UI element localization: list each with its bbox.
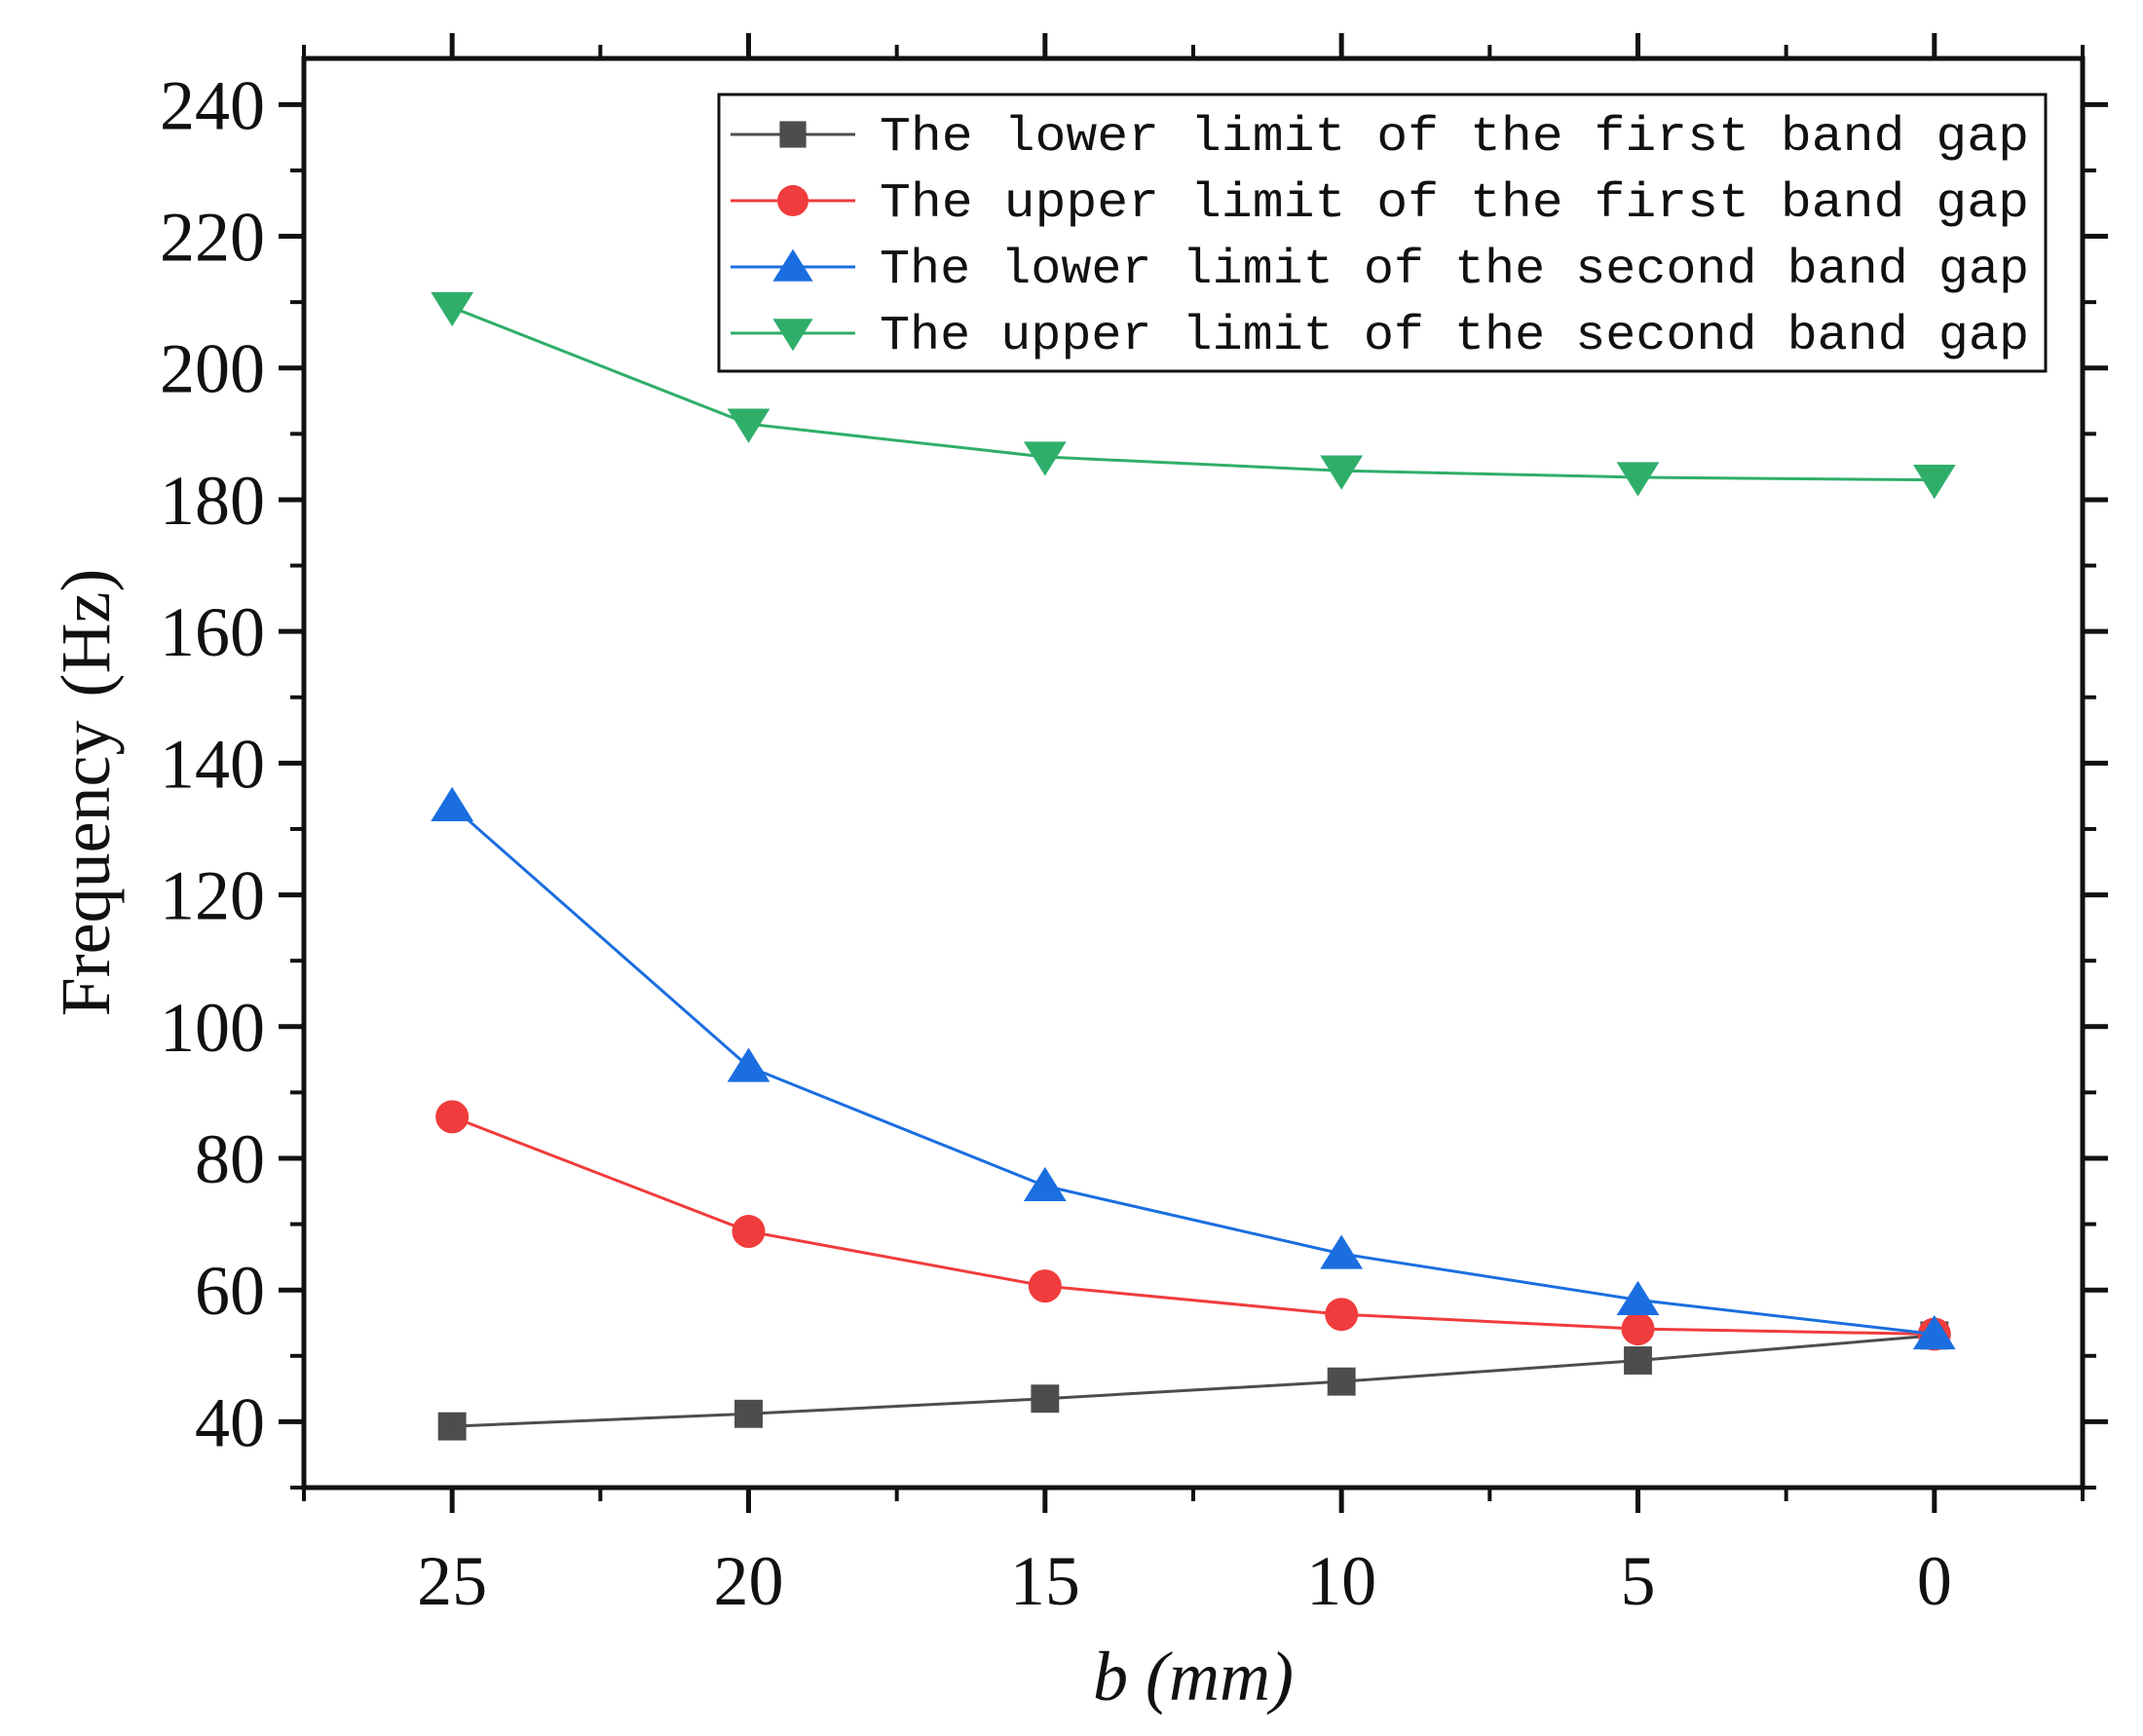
data-point [1327, 1367, 1356, 1396]
series-4 [431, 291, 1956, 500]
y-tick-label: 200 [160, 330, 265, 408]
series-layer [431, 291, 1956, 1441]
legend-item: The lower limit of the second band gap [731, 243, 2029, 298]
data-point [727, 1047, 771, 1082]
data-point [431, 786, 474, 821]
x-tick-label: 15 [1010, 1542, 1080, 1620]
data-point [1028, 1269, 1062, 1303]
axes-layer: 40 60 80 100 120 140 160 180 200 220 240 25 20 15 10 5 0 [160, 33, 2108, 1620]
data-point [1031, 1384, 1060, 1414]
y-tick-label: 100 [160, 989, 265, 1067]
y-axis-word: Frequency [47, 721, 125, 1017]
y-tick-label: 40 [195, 1383, 265, 1461]
y-axis-unit: (Hz) [47, 569, 125, 698]
series-line [451, 306, 1935, 482]
data-point [1624, 1346, 1652, 1375]
legend-label: The lower limit of the second band gap [880, 243, 2029, 298]
y-tick-label: 120 [160, 857, 265, 935]
data-point [1912, 465, 1956, 500]
data-point [431, 291, 474, 327]
data-point [1320, 1234, 1364, 1269]
series-line [452, 1334, 1935, 1428]
legend-marker [777, 185, 808, 216]
y-tick-label: 140 [160, 725, 265, 803]
data-point [435, 1100, 470, 1134]
data-point [1320, 455, 1364, 490]
data-point [1325, 1298, 1359, 1332]
y-tick-label: 180 [160, 462, 265, 540]
legend-label: The upper limit of the first band gap [880, 176, 2029, 232]
data-point [1616, 1280, 1660, 1315]
x-tick-label: 5 [1621, 1542, 1656, 1620]
data-point [1023, 441, 1067, 476]
y-tick-label: 220 [160, 199, 265, 277]
x-tick-label: 25 [417, 1542, 487, 1620]
x-axis-title: b (mm) [1093, 1638, 1294, 1716]
legend-item: The upper limit of the first band gap [731, 176, 2029, 232]
legend-label: The lower limit of the first band gap [880, 110, 2029, 166]
data-point [1616, 462, 1660, 497]
x-tick-label: 20 [714, 1542, 784, 1620]
data-point [1912, 1314, 1956, 1350]
data-point [437, 1412, 467, 1441]
y-axis-title: Frequency (Hz) [47, 569, 125, 1017]
legend-item: The lower limit of the first band gap [731, 110, 2029, 166]
x-axis-variable: b [1093, 1638, 1128, 1716]
legend: The lower limit of the first band gap The… [717, 93, 2048, 373]
x-tick-label: 0 [1917, 1542, 1952, 1620]
series-3 [431, 786, 1956, 1350]
series-line [451, 1114, 1935, 1336]
y-tick-label: 160 [160, 593, 265, 671]
y-tick-label: 80 [195, 1120, 265, 1198]
data-point [734, 1399, 763, 1428]
y-tick-label: 240 [160, 66, 265, 144]
legend-label: The upper limit of the second band gap [880, 309, 2029, 364]
legend-marker [772, 248, 813, 282]
x-axis-unit: (mm) [1128, 1638, 1294, 1716]
data-point [732, 1215, 766, 1249]
data-point [1023, 1166, 1067, 1202]
data-point [727, 408, 771, 443]
legend-box [717, 93, 2048, 373]
legend-item: The upper limit of the second band gap [731, 309, 2029, 364]
data-point [1621, 1312, 1655, 1346]
legend-marker [779, 121, 807, 148]
y-tick-label: 60 [195, 1252, 265, 1330]
x-tick-label: 10 [1306, 1542, 1376, 1620]
series-line [451, 805, 1936, 1336]
legend-marker [772, 319, 813, 352]
